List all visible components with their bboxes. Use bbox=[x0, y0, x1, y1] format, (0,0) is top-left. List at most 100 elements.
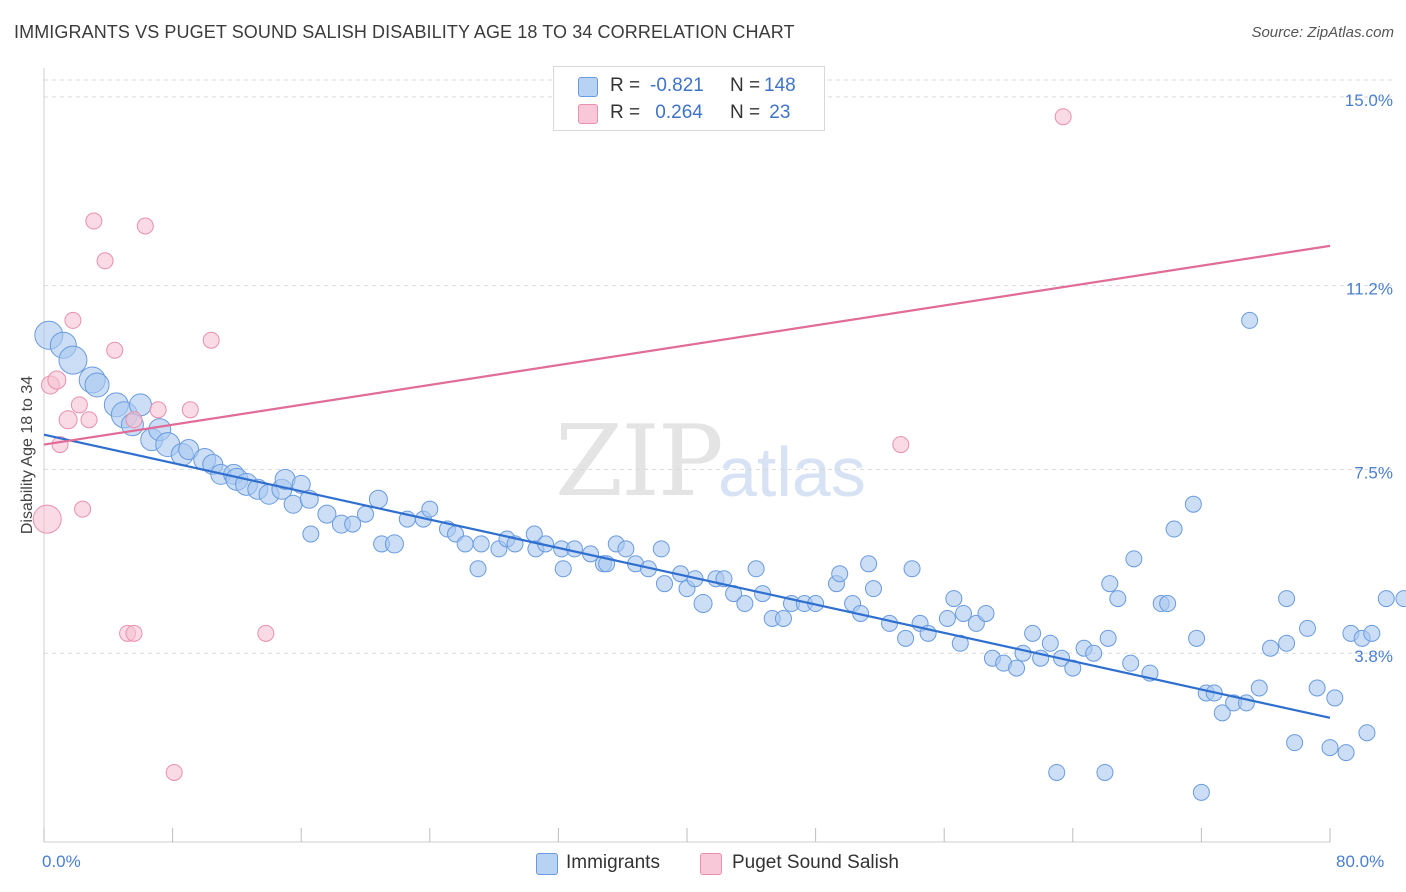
immigrant-point bbox=[881, 614, 899, 632]
immigrant-point bbox=[954, 604, 972, 622]
immigrant-point bbox=[291, 474, 311, 494]
salish-point bbox=[64, 311, 82, 329]
immigrant-point bbox=[1085, 644, 1103, 662]
immigrant-point bbox=[565, 540, 583, 558]
x-tick-label-max: 80.0% bbox=[1336, 852, 1385, 871]
immigrant-point bbox=[652, 540, 670, 558]
immigrant-point bbox=[554, 560, 572, 578]
immigrant-point bbox=[456, 535, 474, 553]
y-tick-labels: 3.8% 7.5% 11.2% 15.0% bbox=[1345, 91, 1393, 666]
immigrant-point bbox=[617, 540, 635, 558]
immigrant-point bbox=[1101, 575, 1119, 593]
immigrant-point bbox=[1395, 590, 1406, 608]
salish-point bbox=[85, 212, 103, 230]
immigrant-point bbox=[469, 560, 487, 578]
salish-point bbox=[892, 436, 910, 454]
y-tick-label: 11.2% bbox=[1346, 280, 1393, 299]
salish-point bbox=[47, 370, 67, 390]
immigrant-point bbox=[1337, 744, 1355, 762]
salish-point bbox=[149, 401, 167, 419]
salish-point bbox=[32, 504, 62, 534]
x-tick-label-min: 0.0% bbox=[42, 852, 81, 871]
immigrant-point bbox=[1008, 659, 1026, 677]
salish-trend-line bbox=[43, 244, 1331, 446]
watermark-atlas: atlas bbox=[718, 433, 866, 511]
immigrant-point bbox=[1099, 629, 1117, 647]
correlation-legend: R = -0.821 N = 148 R = 0.264 N = 23 bbox=[553, 66, 825, 131]
immigrant-point bbox=[655, 575, 673, 593]
immigrant-point bbox=[938, 609, 956, 627]
immigrant-point bbox=[1165, 520, 1183, 538]
salish-point bbox=[80, 411, 98, 429]
salish-point bbox=[96, 252, 114, 270]
immigrant-point bbox=[1184, 495, 1202, 513]
legend-n-label: N = bbox=[730, 102, 761, 123]
immigrant-point bbox=[1326, 689, 1344, 707]
immigrant-point bbox=[977, 604, 995, 622]
y-tick-label: 15.0% bbox=[1345, 91, 1393, 110]
immigrant-point bbox=[1241, 311, 1259, 329]
y-axis-label: Disability Age 18 to 34 bbox=[19, 375, 36, 535]
data-points bbox=[32, 108, 1406, 801]
legend-r-value: -0.821 bbox=[650, 75, 704, 96]
immigrant-point bbox=[283, 494, 303, 514]
immigrant-point bbox=[1213, 704, 1231, 722]
immigrant-point bbox=[368, 489, 388, 509]
immigrant-point bbox=[421, 500, 439, 518]
immigrant-point bbox=[831, 565, 849, 583]
immigrant-point bbox=[747, 560, 765, 578]
immigrant-point bbox=[860, 555, 878, 573]
salish-point bbox=[74, 500, 92, 518]
immigrant-point bbox=[1096, 763, 1114, 781]
salish-point bbox=[257, 624, 275, 642]
salish-point bbox=[136, 217, 154, 235]
salish-point bbox=[125, 411, 143, 429]
salish-legend-label: Puget Sound Salish bbox=[732, 852, 899, 873]
salish-point bbox=[202, 331, 220, 349]
immigrant-point bbox=[344, 515, 362, 533]
immigrant-point bbox=[1363, 624, 1381, 642]
immigrant-point bbox=[1262, 639, 1280, 657]
immigrant-point bbox=[472, 535, 490, 553]
immigrant-point bbox=[693, 594, 713, 614]
immigrant-point bbox=[1048, 763, 1066, 781]
salish-swatch bbox=[578, 104, 598, 124]
immigrant-point bbox=[1298, 619, 1316, 637]
immigrants-trend-line bbox=[43, 433, 1331, 719]
immigrant-point bbox=[58, 345, 88, 375]
legend-n-value: 23 bbox=[764, 102, 791, 123]
salish-point bbox=[165, 763, 183, 781]
immigrant-point bbox=[1109, 590, 1127, 608]
salish-point bbox=[70, 396, 88, 414]
immigrant-point bbox=[317, 504, 337, 524]
salish-point bbox=[181, 401, 199, 419]
immigrant-point bbox=[84, 372, 110, 398]
immigrant-point bbox=[1188, 629, 1206, 647]
watermark-zip: ZIP bbox=[555, 405, 724, 519]
immigrant-point bbox=[1024, 624, 1042, 642]
immigrant-point bbox=[1041, 634, 1059, 652]
immigrant-point bbox=[357, 505, 374, 523]
series-legend: Immigrants Puget Sound Salish bbox=[0, 850, 1406, 878]
immigrant-point bbox=[302, 525, 320, 543]
grid-lines bbox=[44, 79, 1392, 654]
immigrant-point bbox=[1278, 590, 1296, 608]
immigrant-point bbox=[1286, 734, 1304, 752]
immigrant-point bbox=[903, 560, 921, 578]
salish-point bbox=[58, 410, 78, 430]
regression-lines bbox=[43, 244, 1331, 719]
salish-point bbox=[1054, 108, 1072, 126]
immigrant-point bbox=[1125, 550, 1143, 568]
immigrant-point bbox=[864, 580, 882, 598]
chart-source: Source: ZipAtlas.com bbox=[1251, 24, 1394, 41]
immigrant-point bbox=[736, 595, 754, 613]
immigrant-point bbox=[178, 439, 200, 461]
immigrant-point bbox=[1321, 739, 1339, 757]
immigrant-point bbox=[945, 590, 963, 608]
immigrant-point bbox=[897, 629, 915, 647]
immigrant-point bbox=[1358, 724, 1376, 742]
legend-n-label: N = bbox=[730, 75, 761, 96]
salish-point bbox=[106, 341, 124, 359]
immigrant-point bbox=[1308, 679, 1326, 697]
